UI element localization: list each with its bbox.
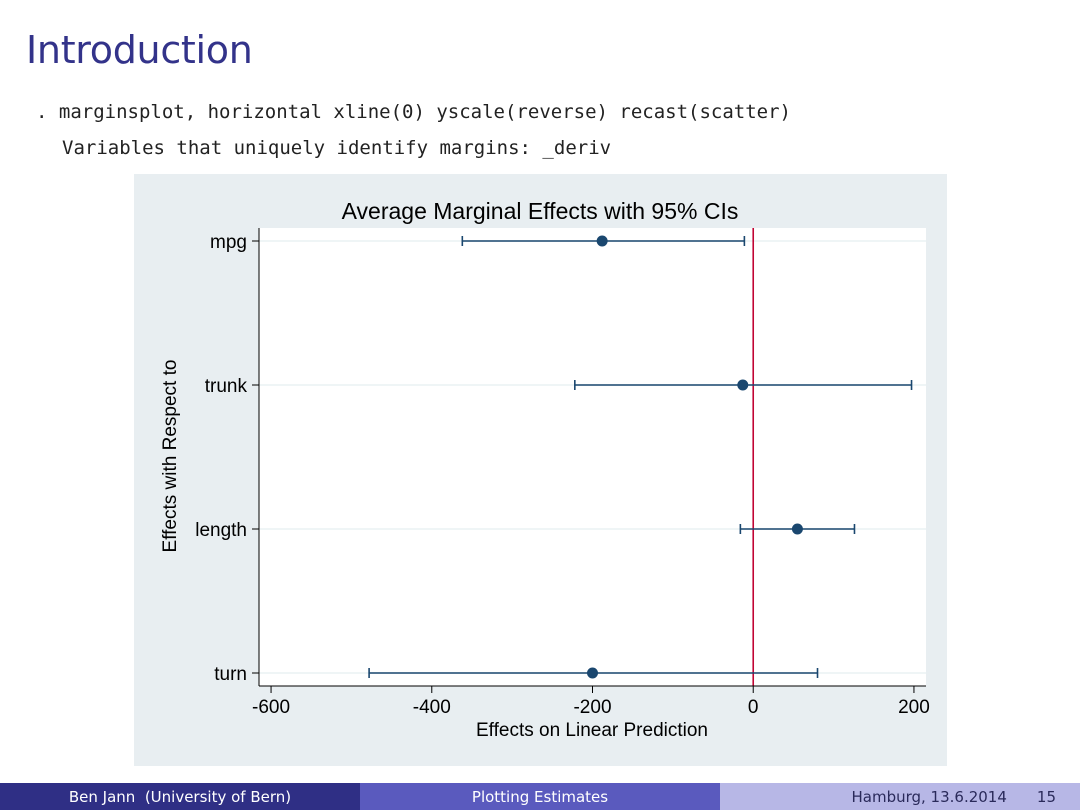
y-axis-title: Effects with Respect to bbox=[160, 360, 181, 553]
y-tick-label: trunk bbox=[205, 376, 248, 397]
footer-author: Ben Jann (University of Bern) bbox=[68, 787, 292, 806]
code-output: Variables that uniquely identify margins… bbox=[62, 137, 612, 159]
chart-container: -600 -400 -200 0 200 mpg trunk length turn Avera… bbox=[134, 174, 947, 766]
y-tick-label: turn bbox=[214, 664, 247, 685]
x-axis-title: Effects on Linear Prediction bbox=[476, 720, 708, 741]
code-command: . marginsplot, horizontal xline(0) yscal… bbox=[36, 101, 791, 123]
estimate-points bbox=[587, 235, 803, 679]
x-tick-label: -400 bbox=[413, 697, 451, 718]
x-tick-label: -200 bbox=[573, 697, 611, 718]
estimate-point-length bbox=[791, 523, 803, 535]
footer-talk-title: Plotting Estimates bbox=[471, 787, 609, 806]
x-tick-label: 200 bbox=[898, 697, 930, 718]
footer-venue-date: Hamburg, 13.6.2014 bbox=[851, 787, 1007, 806]
y-tick-label: mpg bbox=[210, 232, 247, 253]
estimate-point-turn bbox=[587, 667, 598, 679]
x-tick-label: 0 bbox=[748, 697, 759, 718]
x-tick-label: -600 bbox=[252, 697, 290, 718]
estimate-point-trunk bbox=[737, 379, 749, 391]
footer-page-number: 15 bbox=[1036, 787, 1056, 806]
plot-area bbox=[259, 228, 926, 686]
footer-info-section: Hamburg, 13.6.2014 15 bbox=[720, 783, 1080, 810]
axes: -600 -400 -200 0 200 mpg trunk length turn bbox=[195, 228, 930, 718]
chart-title: Average Marginal Effects with 95% CIs bbox=[342, 198, 739, 224]
footer-author-section: Ben Jann (University of Bern) bbox=[0, 783, 360, 810]
marginsplot-chart: -600 -400 -200 0 200 mpg trunk length turn Avera… bbox=[134, 174, 947, 766]
footer-title-section: Plotting Estimates bbox=[360, 783, 720, 810]
estimate-point-mpg bbox=[596, 235, 608, 247]
slide-footer: Ben Jann (University of Bern) Plotting E… bbox=[0, 783, 1080, 810]
y-tick-label: length bbox=[195, 520, 247, 541]
slide-title: Introduction bbox=[26, 28, 253, 72]
